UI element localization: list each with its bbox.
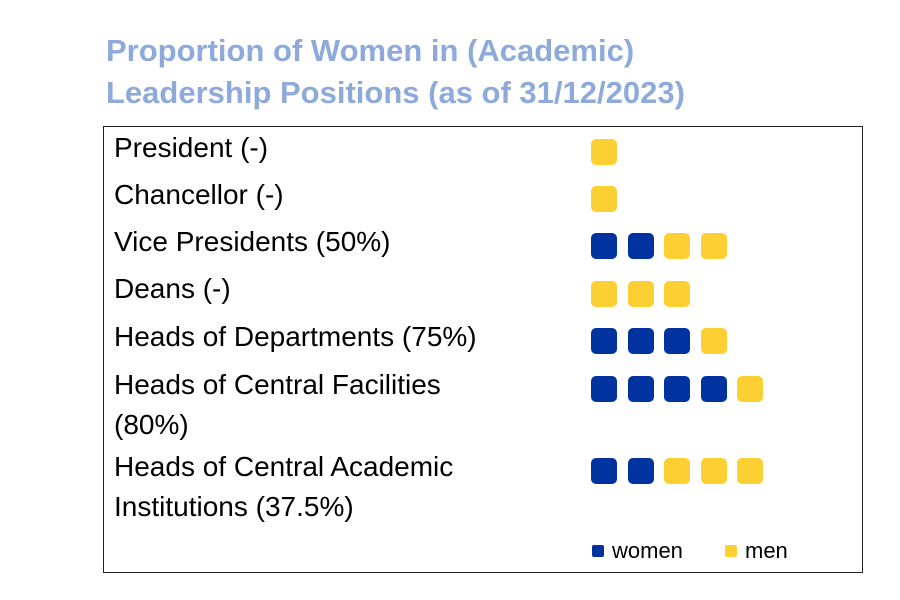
men-square xyxy=(627,281,654,307)
women-square xyxy=(591,376,617,402)
row-label: Heads of Central Facilities (80%) xyxy=(114,365,574,445)
women-square xyxy=(700,376,727,402)
men-square xyxy=(591,139,617,165)
row-label: Heads of Central Academic Institutions (3… xyxy=(114,447,574,527)
chart-frame xyxy=(103,126,863,573)
legend-label-women: women xyxy=(612,538,683,563)
row-label: Deans (-) xyxy=(114,269,574,309)
men-square xyxy=(737,458,763,484)
men-square xyxy=(591,186,617,212)
row-label: Chancellor (-) xyxy=(114,175,574,215)
men-square xyxy=(737,376,763,402)
women-square xyxy=(627,458,654,484)
women-square xyxy=(591,458,617,484)
chart-title-line-2: Leadership Positions (as of 31/12/2023) xyxy=(106,75,685,110)
row-label-line: (80%) xyxy=(114,409,189,440)
row-label-line: President (-) xyxy=(114,132,269,163)
men-square xyxy=(664,281,690,307)
row-label-line: Chancellor (-) xyxy=(114,179,284,210)
men-square xyxy=(700,233,727,259)
legend-swatch-men xyxy=(725,545,737,557)
women-square xyxy=(627,376,654,402)
chart-title-line-1: Proportion of Women in (Academic) xyxy=(106,33,635,68)
row-label-line: Institutions (37.5%) xyxy=(114,491,354,522)
legend-label-men: men xyxy=(745,538,788,563)
row-label: Vice Presidents (50%) xyxy=(114,222,574,262)
legend-swatch-women xyxy=(592,545,604,557)
row-label: Heads of Departments (75%) xyxy=(114,317,574,357)
women-square xyxy=(591,233,617,259)
women-square xyxy=(627,328,654,354)
row-label: President (-) xyxy=(114,128,574,168)
men-square xyxy=(700,328,727,354)
row-label-line: Heads of Central Academic xyxy=(114,451,454,482)
men-square xyxy=(591,281,617,307)
women-square xyxy=(627,233,654,259)
women-square xyxy=(664,328,690,354)
chart-title: Proportion of Women in (Academic) Leader… xyxy=(106,30,806,114)
women-square xyxy=(664,376,690,402)
women-square xyxy=(591,328,617,354)
row-label-line: Heads of Departments (75%) xyxy=(114,321,477,352)
row-label-line: Heads of Central Facilities xyxy=(114,369,441,400)
row-label-line: Vice Presidents (50%) xyxy=(114,226,391,257)
men-square xyxy=(700,458,727,484)
men-square xyxy=(664,458,690,484)
row-label-line: Deans (-) xyxy=(114,273,231,304)
men-square xyxy=(664,233,690,259)
